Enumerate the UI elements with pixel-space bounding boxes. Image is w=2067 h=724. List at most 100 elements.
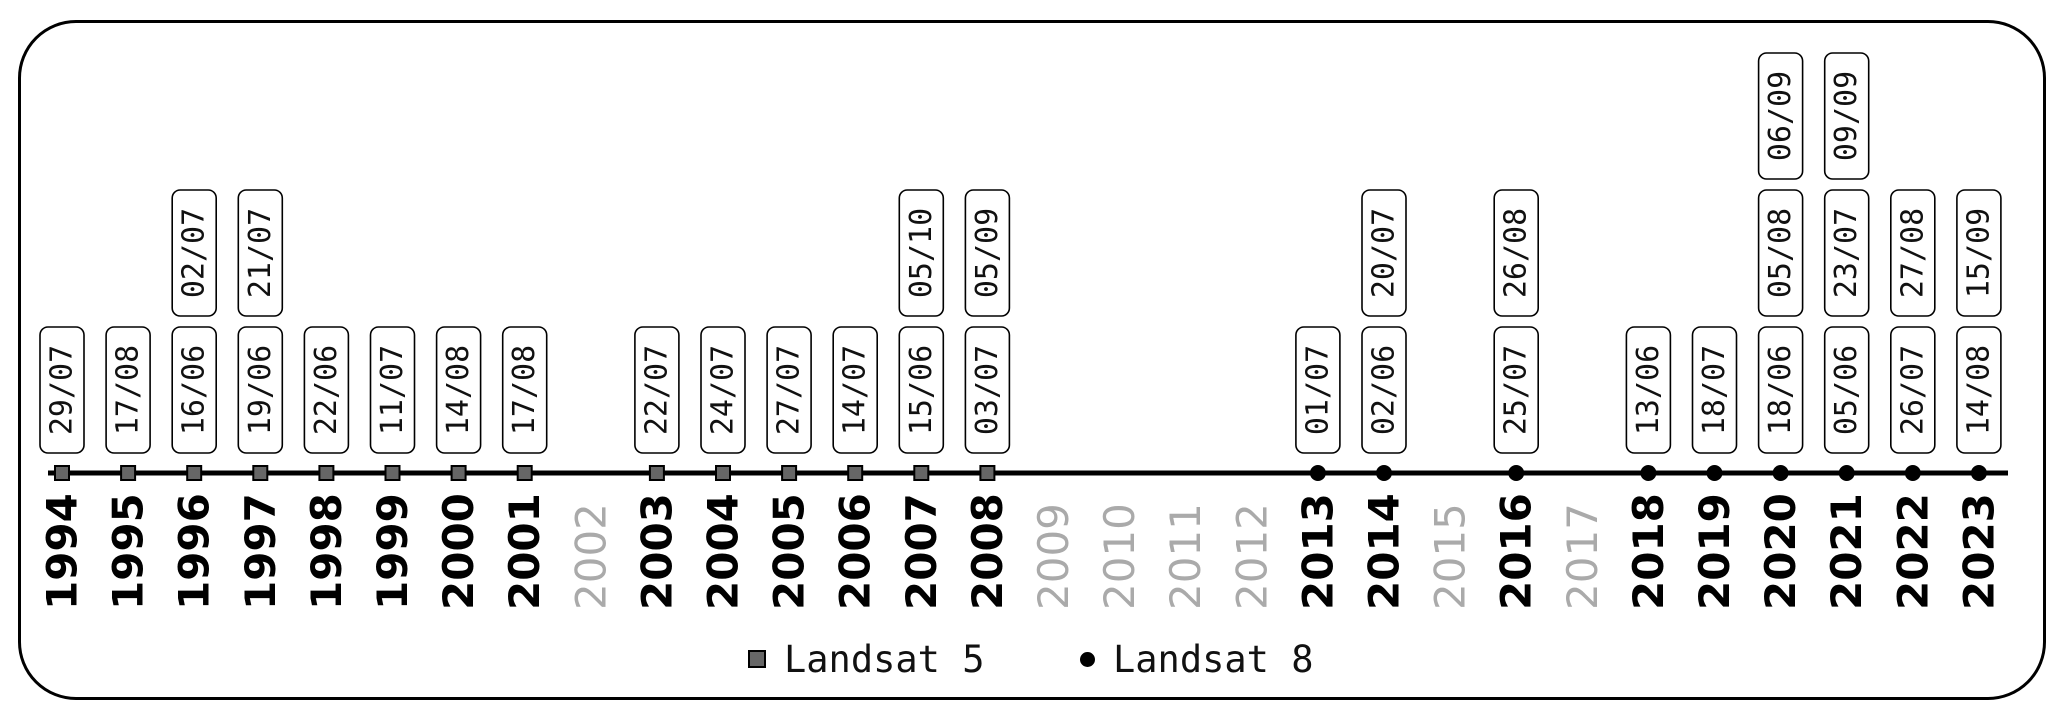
date-label-2008-1: 03/07	[970, 345, 1005, 435]
date-label-1997-2: 21/07	[243, 208, 278, 298]
date-box-1995-1	[105, 326, 151, 454]
date-label-2005-1: 27/07	[772, 345, 807, 435]
year-label-2015: 2015	[1426, 503, 1475, 610]
date-box-1994-1	[39, 326, 85, 454]
date-label-1996-1: 16/06	[177, 345, 212, 435]
date-box-2000-1	[435, 326, 482, 454]
date-box-2014-2	[1361, 189, 1407, 317]
date-label-2021-2: 23/07	[1829, 208, 1864, 298]
date-label-2021-3: 09/09	[1829, 71, 1864, 161]
date-box-1996-2	[171, 189, 217, 317]
date-box-2001-1	[501, 326, 548, 454]
date-box-2016-2	[1493, 189, 1539, 317]
year-label-2016: 2016	[1492, 493, 1541, 610]
square-marker-icon	[748, 650, 766, 668]
date-box-2014-1	[1361, 326, 1407, 454]
landsat8-marker-2022	[1904, 465, 1921, 481]
date-label-1994-1: 29/07	[45, 345, 80, 435]
date-label-2020-1: 18/06	[1763, 345, 1798, 435]
date-box-1996-1	[171, 326, 217, 454]
landsat5-marker-1995	[120, 465, 137, 481]
landsat5-marker-2001	[516, 465, 533, 481]
date-box-2008-1	[964, 326, 1011, 454]
date-box-2020-2	[1757, 189, 1804, 317]
date-box-1998-1	[303, 326, 350, 454]
date-label-2020-2: 05/08	[1763, 208, 1798, 298]
date-label-1998-1: 22/06	[309, 345, 344, 435]
landsat5-marker-1994	[54, 465, 70, 481]
date-box-2006-1	[832, 326, 879, 454]
landsat8-marker-2021	[1838, 465, 1855, 481]
year-label-2010: 2010	[1095, 503, 1144, 610]
date-label-2023-1: 14/08	[1961, 345, 1996, 435]
date-box-2007-2	[898, 189, 945, 317]
year-label-2006: 2006	[831, 493, 880, 610]
year-label-2022: 2022	[1888, 493, 1937, 610]
date-label-2018-1: 13/06	[1631, 345, 1666, 435]
year-label-2007: 2007	[897, 493, 946, 610]
date-label-2023-2: 15/09	[1961, 208, 1996, 298]
date-box-2013-1	[1295, 326, 1341, 454]
landsat5-marker-1999	[384, 465, 401, 481]
landsat8-marker-2018	[1640, 465, 1657, 481]
landsat8-marker-2016	[1508, 465, 1525, 481]
year-label-2019: 2019	[1690, 493, 1739, 610]
date-box-2021-3	[1823, 52, 1870, 180]
date-label-2001-1: 17/08	[507, 345, 542, 435]
date-box-2019-1	[1691, 326, 1738, 454]
year-label-2020: 2020	[1756, 493, 1805, 610]
date-box-2018-1	[1625, 326, 1672, 454]
date-label-2014-1: 02/06	[1367, 345, 1402, 435]
year-label-2002: 2002	[566, 503, 615, 610]
landsat5-marker-2007	[913, 465, 930, 481]
year-label-2001: 2001	[500, 493, 549, 610]
year-label-2003: 2003	[632, 493, 681, 610]
date-box-2007-1	[898, 326, 945, 454]
landsat5-marker-2006	[847, 465, 864, 481]
date-label-2021-1: 05/06	[1829, 345, 1864, 435]
legend-landsat8: Landsat 8	[1080, 632, 1313, 686]
year-label-2014: 2014	[1360, 493, 1409, 610]
legend-label-landsat5: Landsat 5	[784, 637, 985, 681]
circle-marker-icon	[1080, 651, 1095, 667]
year-label-2013: 2013	[1293, 493, 1342, 610]
date-label-2022-2: 27/08	[1895, 208, 1930, 298]
date-box-2021-2	[1823, 189, 1870, 317]
date-label-2014-2: 20/07	[1367, 208, 1402, 298]
year-label-2011: 2011	[1161, 503, 1210, 610]
date-box-2021-1	[1823, 326, 1870, 454]
date-label-1996-2: 02/07	[177, 208, 212, 298]
year-label-2018: 2018	[1624, 493, 1673, 610]
date-label-2008-2: 05/09	[970, 208, 1005, 298]
landsat5-marker-2008	[979, 465, 996, 481]
year-label-2008: 2008	[963, 493, 1012, 610]
date-label-2016-2: 26/08	[1499, 208, 1534, 298]
landsat8-marker-2014	[1376, 465, 1392, 481]
landsat8-marker-2020	[1772, 465, 1789, 481]
date-box-2004-1	[700, 326, 746, 454]
date-label-2007-1: 15/06	[904, 345, 939, 435]
date-box-2020-1	[1757, 326, 1804, 454]
year-label-1994: 1994	[38, 493, 87, 610]
year-label-2000: 2000	[434, 493, 483, 610]
year-label-2017: 2017	[1558, 503, 1607, 610]
date-label-1997-1: 19/06	[243, 345, 278, 435]
date-box-2016-1	[1493, 326, 1539, 454]
date-box-2022-2	[1890, 189, 1936, 317]
year-label-2021: 2021	[1822, 493, 1871, 610]
date-label-2004-1: 24/07	[706, 345, 741, 435]
legend-label-landsat8: Landsat 8	[1113, 637, 1314, 681]
date-box-1997-1	[237, 326, 284, 454]
year-label-1996: 1996	[170, 493, 219, 610]
year-label-1999: 1999	[368, 493, 417, 610]
date-label-1995-1: 17/08	[111, 345, 146, 435]
landsat5-marker-1996	[186, 465, 203, 481]
timeline-frame	[18, 20, 2046, 700]
landsat5-marker-1998	[318, 465, 335, 481]
landsat8-marker-2023	[1970, 465, 1987, 481]
year-label-2004: 2004	[699, 493, 748, 610]
date-box-2023-1	[1956, 326, 2002, 454]
date-box-2008-2	[964, 189, 1011, 317]
legend-landsat5: Landsat 5	[748, 632, 984, 686]
